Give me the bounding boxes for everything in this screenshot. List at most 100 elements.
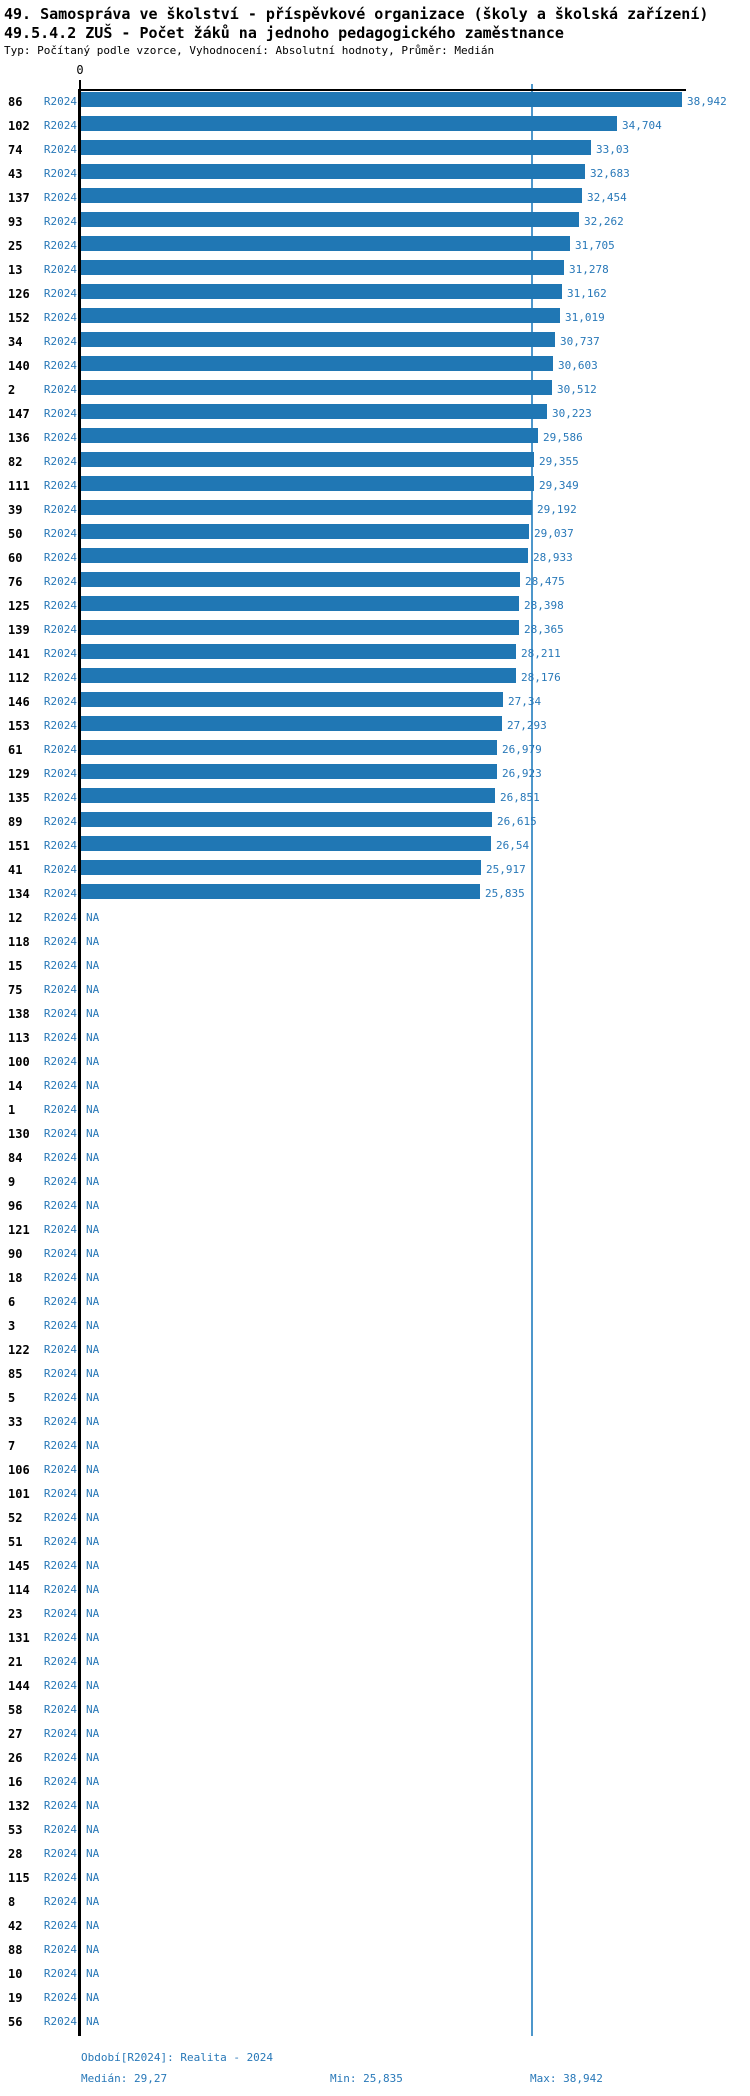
row-id-label: 90 — [8, 1247, 23, 1261]
chart-row: R2024 136 29,586 — [0, 426, 750, 450]
na-label: NA — [86, 1775, 100, 1788]
chart-row: R2024 76 28,475 — [0, 570, 750, 594]
value-bar — [81, 164, 585, 179]
row-period-label: R2024 — [43, 143, 77, 156]
value-label: 29,192 — [537, 503, 577, 516]
row-id-label: 82 — [8, 455, 23, 469]
chart-row: R2024 10 NA — [0, 1962, 750, 1986]
row-period-label: R2024 — [43, 1247, 77, 1260]
row-id-label: 131 — [8, 1631, 30, 1645]
na-label: NA — [86, 1079, 100, 1092]
row-id-label: 41 — [8, 863, 23, 877]
row-id-label: 126 — [8, 287, 30, 301]
na-label: NA — [86, 1007, 100, 1020]
row-id-label: 122 — [8, 1343, 30, 1357]
row-id-label: 89 — [8, 815, 23, 829]
value-bar — [81, 596, 519, 611]
chart-row: R2024 18 NA — [0, 1266, 750, 1290]
na-label: NA — [86, 1391, 100, 1404]
row-period-label: R2024 — [43, 1607, 77, 1620]
row-period-label: R2024 — [43, 1343, 77, 1356]
row-id-label: 61 — [8, 743, 23, 757]
na-label: NA — [86, 1631, 100, 1644]
row-id-label: 39 — [8, 503, 23, 517]
row-period-label: R2024 — [43, 671, 77, 684]
row-period-label: R2024 — [43, 1319, 77, 1332]
row-period-label: R2024 — [43, 1919, 77, 1932]
value-label: 30,223 — [552, 407, 592, 420]
row-id-label: 114 — [8, 1583, 30, 1597]
row-id-label: 53 — [8, 1823, 23, 1837]
row-id-label: 152 — [8, 311, 30, 325]
value-bar — [81, 716, 502, 731]
row-period-label: R2024 — [43, 1703, 77, 1716]
row-period-label: R2024 — [43, 1847, 77, 1860]
chart-row: R2024 19 NA — [0, 1986, 750, 2010]
value-bar — [81, 860, 481, 875]
chart-row: R2024 139 28,365 — [0, 618, 750, 642]
chart-row: R2024 141 28,211 — [0, 642, 750, 666]
chart-row: R2024 12 NA — [0, 906, 750, 930]
na-label: NA — [86, 1247, 100, 1260]
row-id-label: 101 — [8, 1487, 30, 1501]
row-period-label: R2024 — [43, 1727, 77, 1740]
x-axis-zero-label: 0 — [76, 63, 84, 77]
na-label: NA — [86, 1799, 100, 1812]
value-label: 29,349 — [539, 479, 579, 492]
row-period-label: R2024 — [43, 1463, 77, 1476]
row-id-label: 5 — [8, 1391, 16, 1405]
chart-row: R2024 113 NA — [0, 1026, 750, 1050]
row-period-label: R2024 — [43, 623, 77, 636]
na-label: NA — [86, 1223, 100, 1236]
chart-row: R2024 153 27,293 — [0, 714, 750, 738]
chart-row: R2024 8 NA — [0, 1890, 750, 1914]
row-id-label: 43 — [8, 167, 23, 181]
na-label: NA — [86, 1991, 100, 2004]
value-label: 28,211 — [521, 647, 561, 660]
row-id-label: 137 — [8, 191, 30, 205]
chart-row: R2024 132 NA — [0, 1794, 750, 1818]
na-label: NA — [86, 1199, 100, 1212]
na-label: NA — [86, 983, 100, 996]
value-label: 30,603 — [558, 359, 598, 372]
row-id-label: 34 — [8, 335, 23, 349]
chart-row: R2024 146 27,34 — [0, 690, 750, 714]
na-label: NA — [86, 1295, 100, 1308]
chart-row: R2024 82 29,355 — [0, 450, 750, 474]
value-label: 26,615 — [497, 815, 537, 828]
row-id-label: 112 — [8, 671, 30, 685]
chart-row: R2024 151 26,54 — [0, 834, 750, 858]
value-label: 30,512 — [557, 383, 597, 396]
row-period-label: R2024 — [43, 1991, 77, 2004]
row-period-label: R2024 — [43, 167, 77, 180]
footer-period-label: Období[R2024]: Realita - 2024 — [81, 2051, 274, 2064]
row-period-label: R2024 — [43, 1415, 77, 1428]
value-label: 26,851 — [500, 791, 540, 804]
value-label: 29,586 — [543, 431, 583, 444]
row-period-label: R2024 — [43, 1055, 77, 1068]
chart-row: R2024 2 30,512 — [0, 378, 750, 402]
value-label: 31,019 — [565, 311, 605, 324]
chart-row: R2024 129 26,923 — [0, 762, 750, 786]
row-id-label: 42 — [8, 1919, 23, 1933]
chart-row: R2024 134 25,835 — [0, 882, 750, 906]
value-label: 32,683 — [590, 167, 630, 180]
x-axis-zero-tick — [79, 80, 81, 92]
row-period-label: R2024 — [43, 1151, 77, 1164]
value-label: 25,917 — [486, 863, 526, 876]
row-id-label: 132 — [8, 1799, 30, 1813]
row-id-label: 52 — [8, 1511, 23, 1525]
value-bar — [81, 428, 538, 443]
na-label: NA — [86, 911, 100, 924]
value-label: 31,162 — [567, 287, 607, 300]
value-label: 33,03 — [596, 143, 630, 156]
value-bar — [81, 668, 516, 683]
value-label: 29,355 — [539, 455, 579, 468]
row-period-label: R2024 — [43, 1583, 77, 1596]
value-bar — [81, 116, 617, 131]
row-period-label: R2024 — [43, 1631, 77, 1644]
chart-row: R2024 114 NA — [0, 1578, 750, 1602]
chart-row: R2024 34 30,737 — [0, 330, 750, 354]
value-label: 28,398 — [524, 599, 564, 612]
chart-row: R2024 115 NA — [0, 1866, 750, 1890]
